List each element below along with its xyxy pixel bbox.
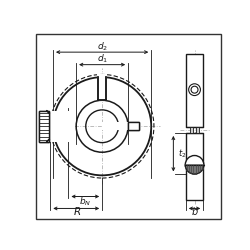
Bar <box>102 122 140 130</box>
Text: $b_N$: $b_N$ <box>79 195 92 207</box>
Bar <box>190 127 193 133</box>
Bar <box>186 133 203 200</box>
Bar <box>38 111 75 142</box>
Bar <box>38 111 49 142</box>
Text: $d_2$: $d_2$ <box>96 40 108 52</box>
Bar <box>38 111 49 142</box>
Bar <box>128 122 139 130</box>
Text: $t_2$: $t_2$ <box>178 148 186 160</box>
Circle shape <box>185 156 204 174</box>
Bar <box>186 54 203 127</box>
Bar <box>98 77 106 100</box>
Text: b: b <box>192 207 198 217</box>
Bar <box>128 122 139 130</box>
Bar <box>97 74 107 101</box>
Bar <box>196 127 199 133</box>
Polygon shape <box>185 165 204 174</box>
Text: R: R <box>74 207 81 217</box>
Text: $d_1$: $d_1$ <box>96 53 108 65</box>
